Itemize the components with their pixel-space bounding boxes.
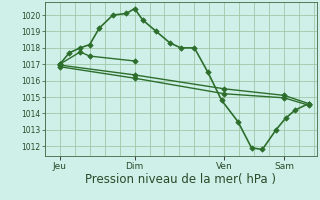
X-axis label: Pression niveau de la mer( hPa ): Pression niveau de la mer( hPa ) <box>85 173 276 186</box>
